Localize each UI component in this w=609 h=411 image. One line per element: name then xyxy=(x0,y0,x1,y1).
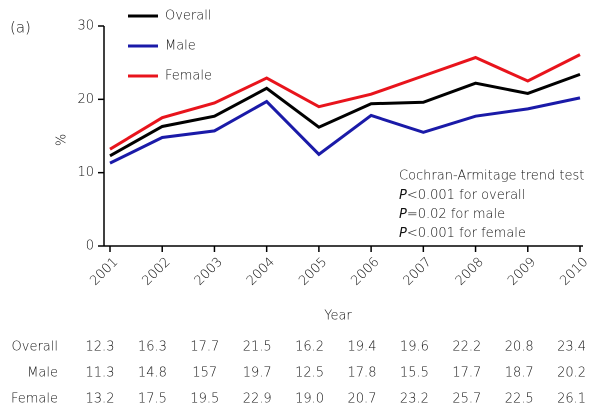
annotation: P<0.001 for overall xyxy=(399,188,525,203)
annotation: Cochran-Armitage trend test xyxy=(399,169,584,184)
table-cell: 11.3 xyxy=(86,366,115,381)
table-cell: 23.4 xyxy=(557,340,586,355)
x-tick-label: 2009 xyxy=(505,255,539,289)
x-axis-label: Year xyxy=(324,309,352,324)
x-tick-label: 2002 xyxy=(140,255,174,289)
annotation: P=0.02 for male xyxy=(399,207,505,222)
x-tick-label: 2010 xyxy=(557,255,591,289)
x-tick-label: 2008 xyxy=(453,255,487,289)
table-cell: 25.7 xyxy=(452,392,481,407)
table-row-label: Overall xyxy=(12,340,58,355)
table-cell: 15.5 xyxy=(400,366,429,381)
legend-label: Female xyxy=(165,69,212,84)
y-tick-label: 10 xyxy=(77,165,94,180)
table-cell: 16.3 xyxy=(138,340,167,355)
table-cell: 13.2 xyxy=(86,392,115,407)
table-cell: 19.5 xyxy=(190,392,219,407)
table-cell: 22.2 xyxy=(452,340,481,355)
table-cell: 20.7 xyxy=(348,392,377,407)
table-cell: 17.5 xyxy=(138,392,167,407)
table-cell: 20.8 xyxy=(505,340,534,355)
table-cell: 19.7 xyxy=(243,366,272,381)
y-tick-label: 30 xyxy=(77,19,94,34)
table-cell: 23.2 xyxy=(400,392,429,407)
series-line xyxy=(109,96,581,165)
annotation: P<0.001 for female xyxy=(399,226,526,241)
table-cell: 16.2 xyxy=(295,340,324,355)
table-cell: 17.7 xyxy=(190,340,219,355)
x-tick-label: 2005 xyxy=(296,255,330,289)
table-cell: 157 xyxy=(192,366,217,381)
table-cell: 20.2 xyxy=(557,366,586,381)
series-line xyxy=(109,72,581,158)
x-tick-label: 2001 xyxy=(87,255,121,289)
table-cell: 21.5 xyxy=(243,340,272,355)
table-cell: 17.7 xyxy=(452,366,481,381)
table-row-label: Male xyxy=(27,366,58,381)
table-cell: 12.3 xyxy=(86,340,115,355)
x-tick-label: 2006 xyxy=(348,255,382,289)
table-cell: 17.8 xyxy=(348,366,377,381)
table-cell: 12.5 xyxy=(295,366,324,381)
table-cell: 19.4 xyxy=(348,340,377,355)
panel-label: (a) xyxy=(10,19,31,37)
y-axis-label: % xyxy=(55,134,70,146)
table-cell: 19.6 xyxy=(400,340,429,355)
table-cell: 19.0 xyxy=(295,392,324,407)
legend-label: Male xyxy=(165,39,196,54)
series-line xyxy=(109,53,581,151)
table-cell: 18.7 xyxy=(505,366,534,381)
x-tick-label: 2003 xyxy=(192,255,226,289)
y-tick-label: 20 xyxy=(77,92,94,107)
y-tick-label: 0 xyxy=(86,239,94,254)
table-cell: 22.5 xyxy=(505,392,534,407)
table-cell: 26.1 xyxy=(557,392,586,407)
table-row-label: Female xyxy=(11,392,58,407)
table-cell: 14.8 xyxy=(138,366,167,381)
x-tick-label: 2004 xyxy=(244,255,278,289)
legend-label: Overall xyxy=(165,9,211,24)
table-cell: 22.9 xyxy=(243,392,272,407)
x-tick-label: 2007 xyxy=(401,255,435,289)
